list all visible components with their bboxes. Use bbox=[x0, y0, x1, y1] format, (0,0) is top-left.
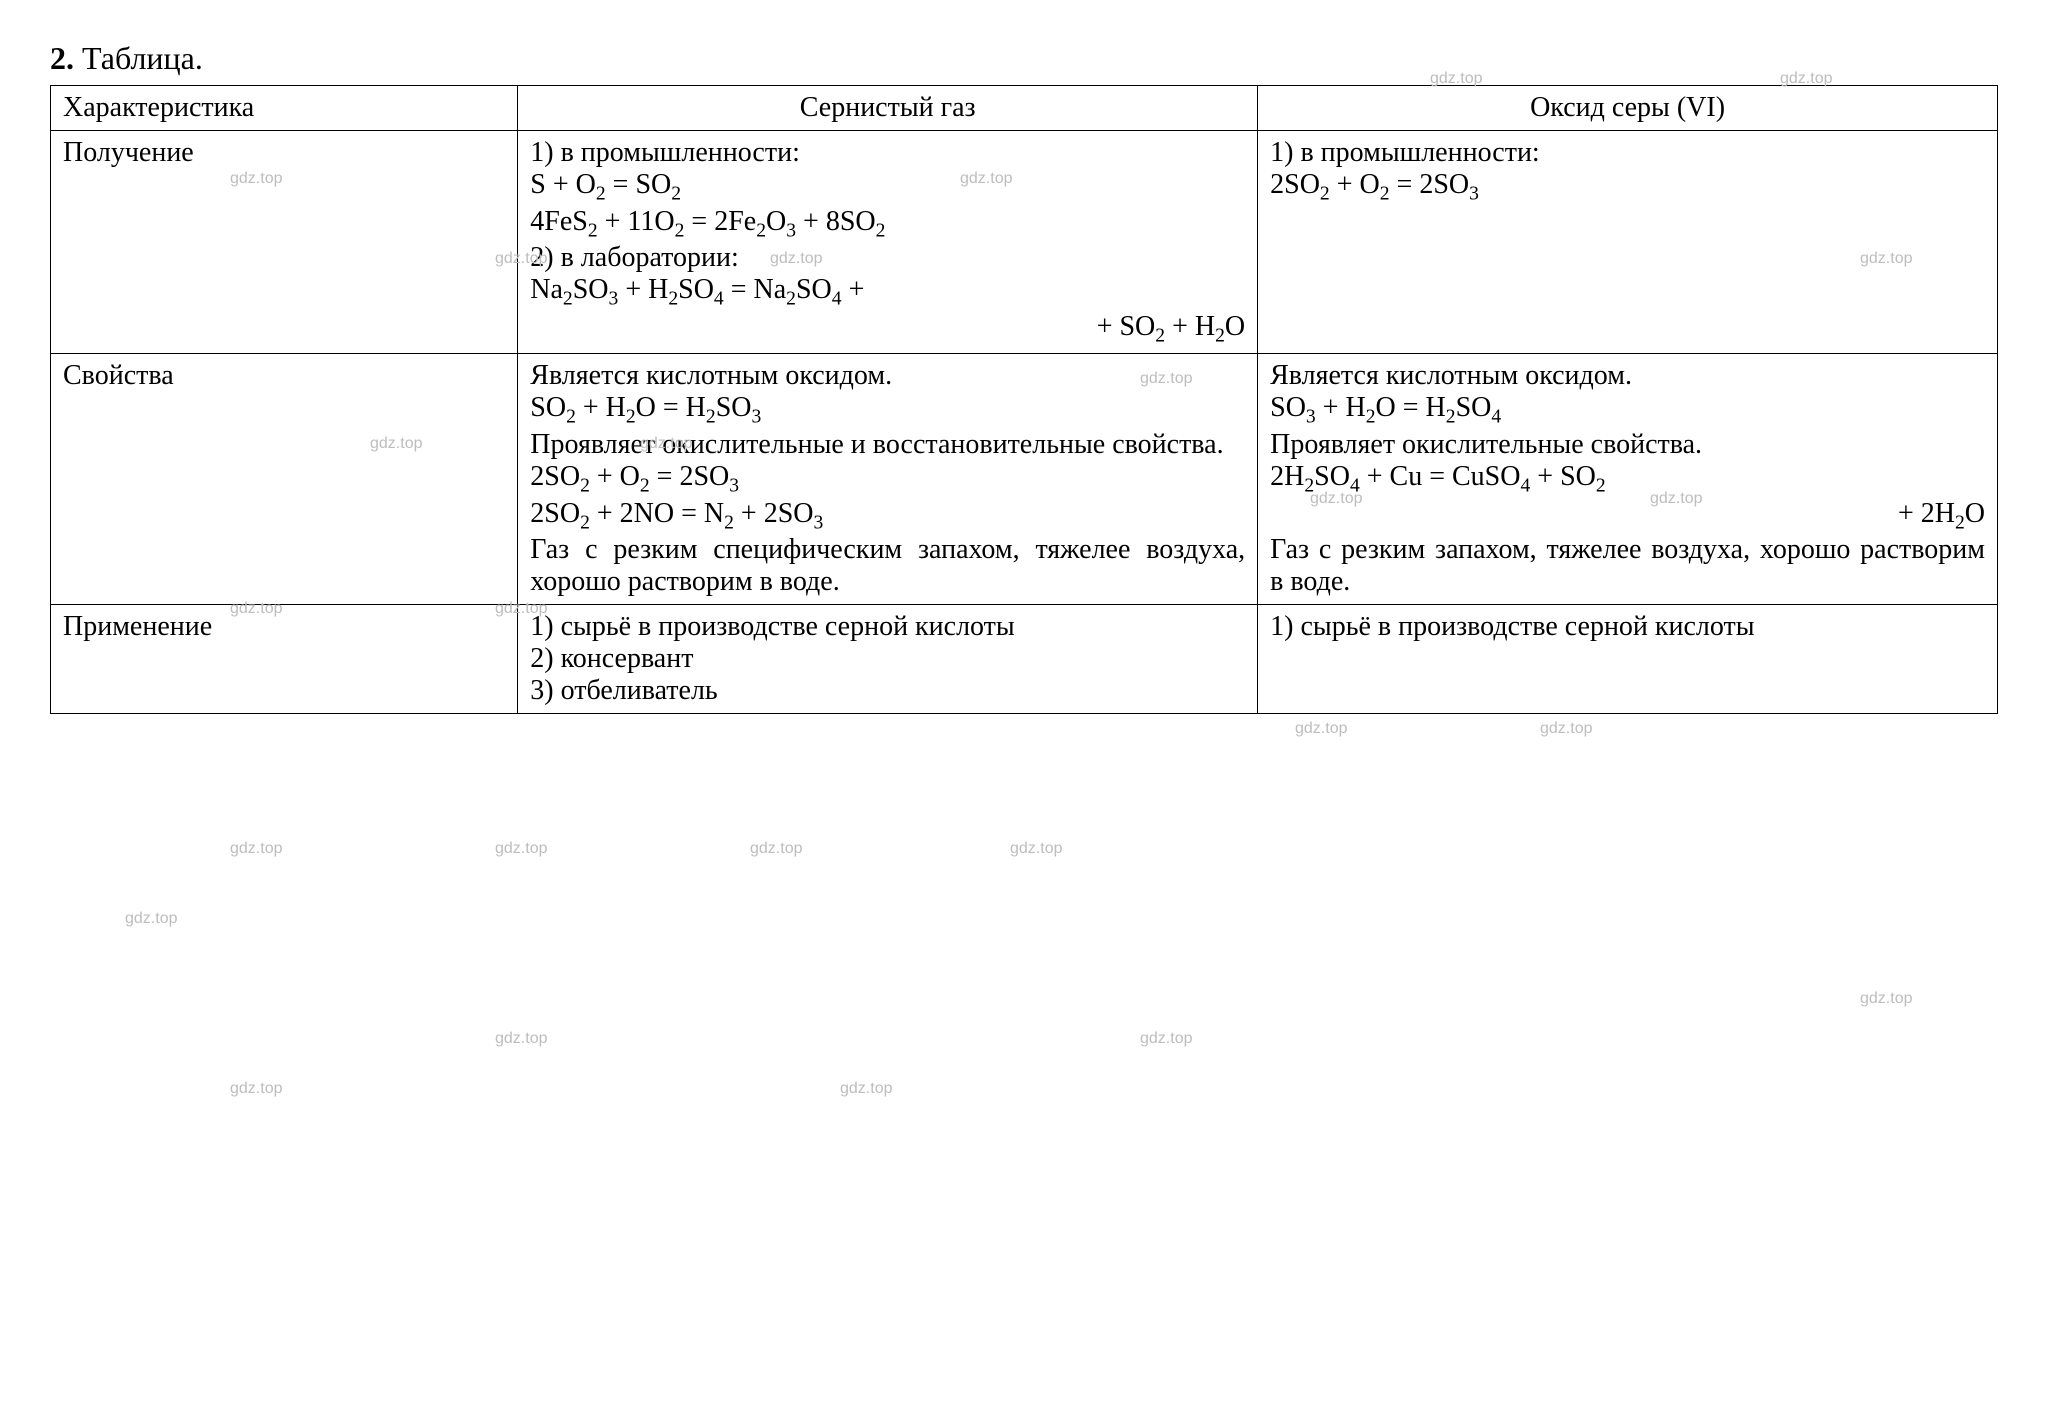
watermark-text: gdz.top bbox=[1295, 720, 1347, 738]
text-line: Проявляет окислительные и восстановитель… bbox=[530, 429, 1245, 461]
cell-preparation-so3: 1) в промышленности: 2SO2 + O2 = 2SO3 bbox=[1258, 131, 1998, 354]
watermark-text: gdz.top bbox=[230, 840, 282, 858]
table-row: Свойства Является кислотным оксидом. SO2… bbox=[51, 354, 1998, 605]
equation-continuation: + SO2 + H2O bbox=[530, 311, 1245, 348]
watermark-text: gdz.top bbox=[1140, 1030, 1192, 1048]
cell-application-so2: 1) сырьё в производстве серной кислоты 2… bbox=[518, 605, 1258, 714]
row-label-properties: Свойства bbox=[51, 354, 518, 605]
cell-properties-so3: Является кислотным оксидом. SO3 + H2O = … bbox=[1258, 354, 1998, 605]
equation: 4FeS2 + 11O2 = 2Fe2O3 + 8SO2 bbox=[530, 206, 1245, 243]
equation: SO2 + H2O = H2SO3 bbox=[530, 392, 1245, 429]
text-line: 1) сырьё в производстве серной кислоты bbox=[1270, 611, 1985, 643]
text-line: 1) в промышленности: bbox=[530, 137, 1245, 169]
watermark-text: gdz.top bbox=[230, 1080, 282, 1098]
text-line: 2) консервант bbox=[530, 643, 1245, 675]
text-line: 1) в промышленности: bbox=[1270, 137, 1985, 169]
cell-properties-so2: Является кислотным оксидом. SO2 + H2O = … bbox=[518, 354, 1258, 605]
row-label-application: Применение bbox=[51, 605, 518, 714]
table-row: Применение 1) сырьё в производстве серно… bbox=[51, 605, 1998, 714]
watermark-text: gdz.top bbox=[840, 1080, 892, 1098]
equation: 2SO2 + O2 = 2SO3 bbox=[1270, 169, 1985, 206]
title-text: Таблица. bbox=[74, 40, 203, 76]
equation: 2SO2 + O2 = 2SO3 bbox=[530, 461, 1245, 498]
text-line: Является кислотным оксидом. bbox=[530, 360, 1245, 392]
text-line: Газ с резким специфическим запахом, тяже… bbox=[530, 534, 1245, 598]
page-root: 2. Таблица. Характеристика Сернистый газ… bbox=[50, 40, 1998, 714]
table-row: Получение 1) в промышленности: S + O2 = … bbox=[51, 131, 1998, 354]
equation: SO3 + H2O = H2SO4 bbox=[1270, 392, 1985, 429]
row-label-preparation: Получение bbox=[51, 131, 518, 354]
text-line: Является кислотным оксидом. bbox=[1270, 360, 1985, 392]
text-line: 3) отбеливатель bbox=[530, 675, 1245, 707]
equation: S + O2 = SO2 bbox=[530, 169, 1245, 206]
watermark-text: gdz.top bbox=[495, 840, 547, 858]
equation-continuation: + 2H2O bbox=[1270, 498, 1985, 535]
equation: 2SO2 + 2NO = N2 + 2SO3 bbox=[530, 498, 1245, 535]
text-line: Газ с резким запахом, тяжелее воздуха, х… bbox=[1270, 534, 1985, 598]
header-characteristic: Характеристика bbox=[51, 86, 518, 131]
watermark-text: gdz.top bbox=[1010, 840, 1062, 858]
watermark-text: gdz.top bbox=[1540, 720, 1592, 738]
comparison-table: Характеристика Сернистый газ Оксид серы … bbox=[50, 85, 1998, 714]
header-so2: Сернистый газ bbox=[518, 86, 1258, 131]
text-line: 1) сырьё в производстве серной кислоты bbox=[530, 611, 1245, 643]
cell-application-so3: 1) сырьё в производстве серной кислоты bbox=[1258, 605, 1998, 714]
table-header-row: Характеристика Сернистый газ Оксид серы … bbox=[51, 86, 1998, 131]
watermark-text: gdz.top bbox=[1860, 990, 1912, 1008]
title-number: 2. bbox=[50, 40, 74, 76]
page-title: 2. Таблица. bbox=[50, 40, 1998, 77]
header-so3: Оксид серы (VI) bbox=[1258, 86, 1998, 131]
equation: Na2SO3 + H2SO4 = Na2SO4 + bbox=[530, 274, 1245, 311]
equation: 2H2SO4 + Cu = CuSO4 + SO2 bbox=[1270, 461, 1985, 498]
text-line: Проявляет окислительные свойства. bbox=[1270, 429, 1985, 461]
watermark-text: gdz.top bbox=[125, 910, 177, 928]
watermark-text: gdz.top bbox=[750, 840, 802, 858]
cell-preparation-so2: 1) в промышленности: S + O2 = SO2 4FeS2 … bbox=[518, 131, 1258, 354]
watermark-text: gdz.top bbox=[495, 1030, 547, 1048]
text-line: 2) в лаборатории: bbox=[530, 242, 1245, 274]
